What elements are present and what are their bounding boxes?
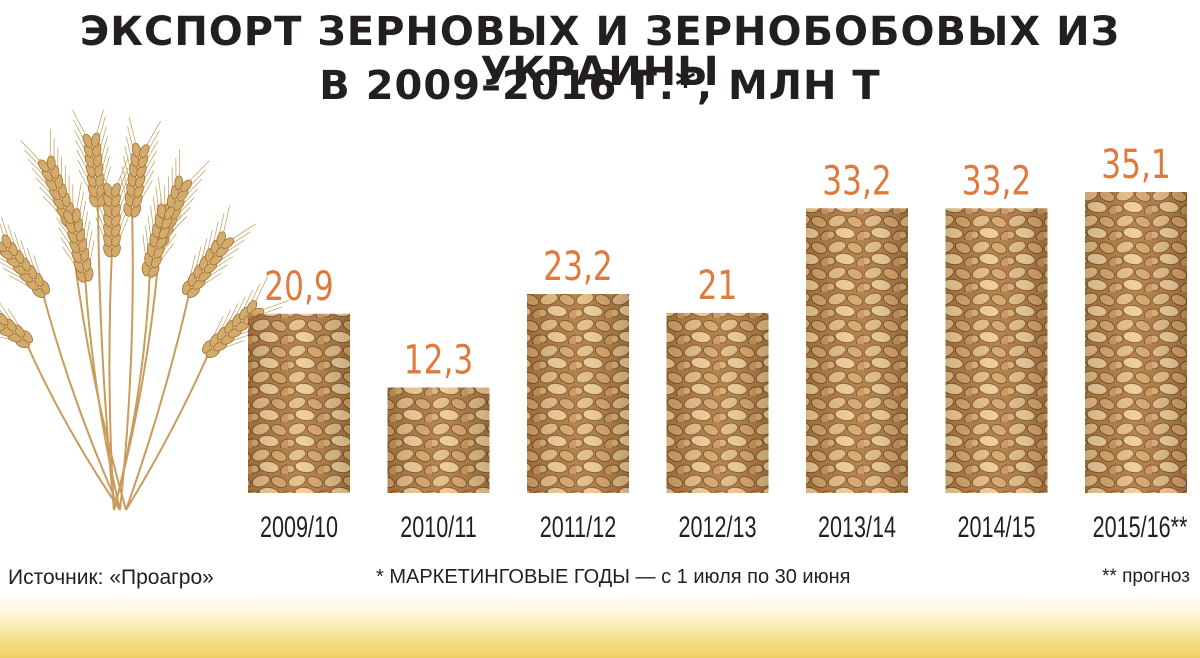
wheat-stalk bbox=[113, 269, 151, 511]
wheat-ear bbox=[120, 116, 161, 218]
value-label: 33,2 bbox=[962, 159, 1031, 205]
wheat-ear bbox=[141, 176, 190, 278]
wheat-ear bbox=[95, 157, 129, 258]
wheat-stalk bbox=[125, 349, 211, 511]
category-label: 2014/15 bbox=[957, 509, 1035, 543]
category-label: 2010/11 bbox=[400, 509, 476, 543]
marketing-year-note: * МАРКЕТИНГОВЫЕ ГОДЫ — с 1 июля по 30 ию… bbox=[376, 566, 851, 588]
value-label: 20,9 bbox=[264, 264, 333, 310]
value-label: 35,1 bbox=[1101, 142, 1170, 188]
wheat-stalk bbox=[41, 289, 121, 511]
bar-shade bbox=[387, 387, 490, 493]
value-label: 21 bbox=[698, 263, 738, 309]
wheat-ear bbox=[49, 181, 95, 283]
wheat-stalk bbox=[119, 209, 134, 511]
bar-shade bbox=[806, 208, 908, 493]
wheat-stalk bbox=[24, 339, 121, 511]
wheat-ear bbox=[181, 205, 257, 298]
bar-shade bbox=[1085, 192, 1187, 493]
bar-shade bbox=[248, 313, 350, 493]
value-label: 12,3 bbox=[404, 338, 473, 384]
bar-shade bbox=[527, 294, 629, 493]
wheat-stalk bbox=[113, 239, 161, 511]
chart-title-line-1: ЭКСПОРТ ЗЕРНОВЫХ И ЗЕРНОБОБОВЫХ ИЗ УКРАИ… bbox=[79, 9, 1121, 95]
wheat-ear bbox=[201, 276, 290, 359]
category-label: 2011/12 bbox=[540, 509, 616, 543]
chart-title-line-2: В 2009–2016 Г.*, МЛН Т bbox=[319, 63, 881, 109]
category-label: 2015/16** bbox=[1093, 509, 1188, 543]
bar-shade bbox=[666, 312, 769, 493]
forecast-note: ** прогноз bbox=[1102, 566, 1190, 587]
category-label: 2012/13 bbox=[678, 509, 756, 543]
wheat-ear bbox=[0, 209, 51, 298]
bar-chart: 20,9 12,3 23,2 21 33,2 33,2 35,1 2009/10 2010/1… bbox=[0, 110, 1188, 544]
wheat-bundle-icon bbox=[0, 110, 290, 511]
value-label: 23,2 bbox=[543, 244, 612, 290]
category-label: 2009/10 bbox=[260, 509, 338, 543]
wheat-ear bbox=[72, 110, 111, 208]
wheat-stalk bbox=[125, 289, 191, 511]
category-label: 2013/14 bbox=[818, 509, 896, 543]
source-note: Источник: «Проагро» bbox=[8, 566, 214, 589]
wheat-stalk bbox=[84, 274, 121, 511]
bar-shade bbox=[945, 208, 1048, 493]
value-label: 33,2 bbox=[822, 159, 891, 205]
wheat-ear bbox=[0, 296, 33, 349]
